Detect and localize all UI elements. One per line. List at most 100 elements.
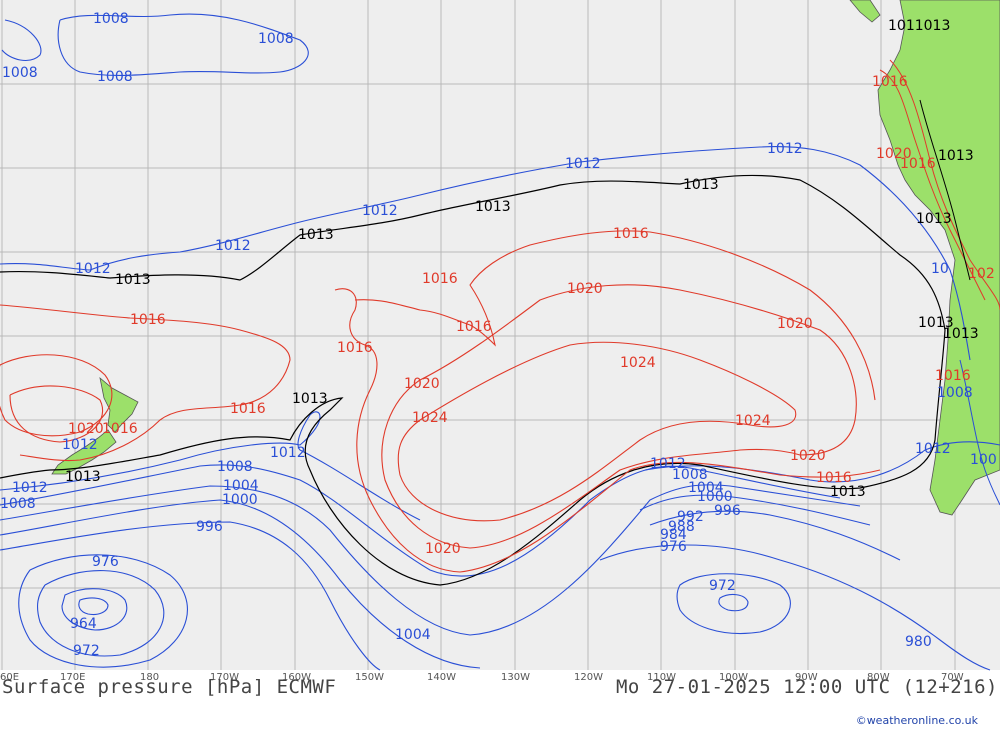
isobar-label: 1004 <box>223 478 259 494</box>
isobar-label: 100 <box>970 452 997 468</box>
isobar-label: 1024 <box>620 355 656 371</box>
isobar-label: 1004 <box>688 480 724 496</box>
isobar-label: 972 <box>709 578 736 594</box>
isobar-label: 1020 <box>404 376 440 392</box>
isobar-980 <box>599 544 991 671</box>
isobar-1004 <box>0 484 861 636</box>
isobar-label: 996 <box>714 503 741 519</box>
isobar-label: 1000 <box>697 489 733 505</box>
new-zealand-north-island <box>99 376 139 433</box>
isobar-label: 980 <box>905 634 932 650</box>
isobar-label: 1016 <box>337 340 373 356</box>
valid-time: Mo 27-01-2025 12:00 UTC (12+216) <box>615 676 998 698</box>
isobar-960 <box>78 597 109 616</box>
isobar-label: 1020 <box>425 541 461 557</box>
isobar-label: 1012 <box>565 156 601 172</box>
graticule <box>0 0 1000 670</box>
longitude-tick-label: 100W <box>719 672 748 683</box>
isobar-label: 1008 <box>0 496 36 512</box>
isobar-label: 1013 <box>830 484 866 500</box>
isobars <box>0 13 1000 671</box>
isobar-972 <box>36 570 165 657</box>
isobar-label: 1012 <box>62 437 98 453</box>
isobar-label: 1012 <box>915 441 951 457</box>
longitude-tick-label: 150W <box>355 672 384 683</box>
isobar-label: 1016 <box>900 156 936 172</box>
central-america-land <box>849 0 881 23</box>
isobar-label: 1012 <box>215 238 251 254</box>
isobar-label: 1008 <box>937 385 973 401</box>
isobar-label: 984 <box>660 527 687 543</box>
isobar-label: 1013 <box>292 391 328 407</box>
isobar-1012-south <box>0 411 1000 521</box>
south-america-land <box>877 0 1000 516</box>
isobar-label: 1013 <box>918 315 954 331</box>
isobar-label: 988 <box>668 519 695 535</box>
isobar-label: 1024 <box>735 413 771 429</box>
isobar-label: 1011013 <box>888 18 950 34</box>
longitude-tick-label: 80W <box>867 672 890 683</box>
isobar-label: 1013 <box>115 272 151 288</box>
isobar-label: 1016 <box>130 312 166 328</box>
isobar-1016-west <box>0 304 291 462</box>
isobar-label: 1008 <box>97 69 133 85</box>
isobar-1008-south <box>0 464 841 577</box>
map-title: Surface pressure [hPa] ECMWF <box>2 676 337 698</box>
longitude-tick-label: 130W <box>501 672 530 683</box>
isobar-label: 992 <box>677 509 704 525</box>
isobar-1016-nz <box>0 354 113 437</box>
isobar-976 <box>18 554 188 668</box>
isobar-label: 1013 <box>475 199 511 215</box>
isobar-968-east <box>718 593 749 612</box>
isobar-labels: 1008 1008 1008 1008 1012 1012 1012 1012 … <box>0 11 997 659</box>
isobar-label: 1016 <box>613 226 649 242</box>
isobar-1013-north <box>0 174 946 586</box>
isobar-label: 1013 <box>916 211 952 227</box>
longitude-tick-label: 170E <box>60 672 85 683</box>
isobar-label: 1012 <box>362 203 398 219</box>
longitude-tick-label: 140W <box>427 672 456 683</box>
isobar-1016-main <box>334 230 881 573</box>
longitude-tick-label: 110W <box>647 672 676 683</box>
isobar-label: 1008 <box>258 31 294 47</box>
isobar-label: 1013 <box>938 148 974 164</box>
longitude-axis: 60E 170E 180 170W 160W 150W 140W 130W 12… <box>0 672 964 683</box>
isobar-1024 <box>397 341 797 522</box>
isobar-1020 <box>381 284 857 549</box>
isobar-label: 1024 <box>412 410 448 426</box>
isobar-label: 1020 <box>777 316 813 332</box>
isobar-label: 1008 <box>672 467 708 483</box>
credit-link[interactable]: ©weatheronline.co.uk <box>855 714 978 727</box>
longitude-tick-label: 90W <box>795 672 818 683</box>
isobar-label: 1016 <box>935 368 971 384</box>
footer-background <box>0 670 1000 733</box>
isobar-label: 972 <box>73 643 100 659</box>
isobar-964 <box>61 588 128 631</box>
isobar-label: 1012 <box>12 480 48 496</box>
longitude-tick-label: 160W <box>282 672 311 683</box>
isobar-label: 1008 <box>217 459 253 475</box>
longitude-tick-label: 170W <box>210 672 239 683</box>
isobar-label: 1012 <box>75 261 111 277</box>
isobar-label: 1016 <box>456 319 492 335</box>
isobar-label: 1008 <box>93 11 129 27</box>
isobar-label: 1012 <box>767 141 803 157</box>
isobar-label: 1013 <box>683 177 719 193</box>
isobar-1020-nz <box>9 385 103 443</box>
isobar-label: 1008 <box>2 65 38 81</box>
isobar-label: 1020 <box>876 146 912 162</box>
isobar-label: 1013 <box>65 469 101 485</box>
isobar-label: 1020 <box>567 281 603 297</box>
isobar-1012-north <box>0 146 971 361</box>
isobar-label: 102 <box>968 266 995 282</box>
isobar-label: 1013 <box>298 227 334 243</box>
isobar-label: 1004 <box>395 627 431 643</box>
new-zealand-south-island <box>51 429 117 475</box>
isobar-label: 964 <box>70 616 97 632</box>
isobar-label: 996 <box>196 519 223 535</box>
isobar-label: 1012 <box>650 456 686 472</box>
isobar-1008-north <box>1 13 309 76</box>
coastal-contours <box>879 59 1000 506</box>
longitude-tick-label: 180 <box>140 672 159 683</box>
isobar-label: 1016 <box>816 470 852 486</box>
